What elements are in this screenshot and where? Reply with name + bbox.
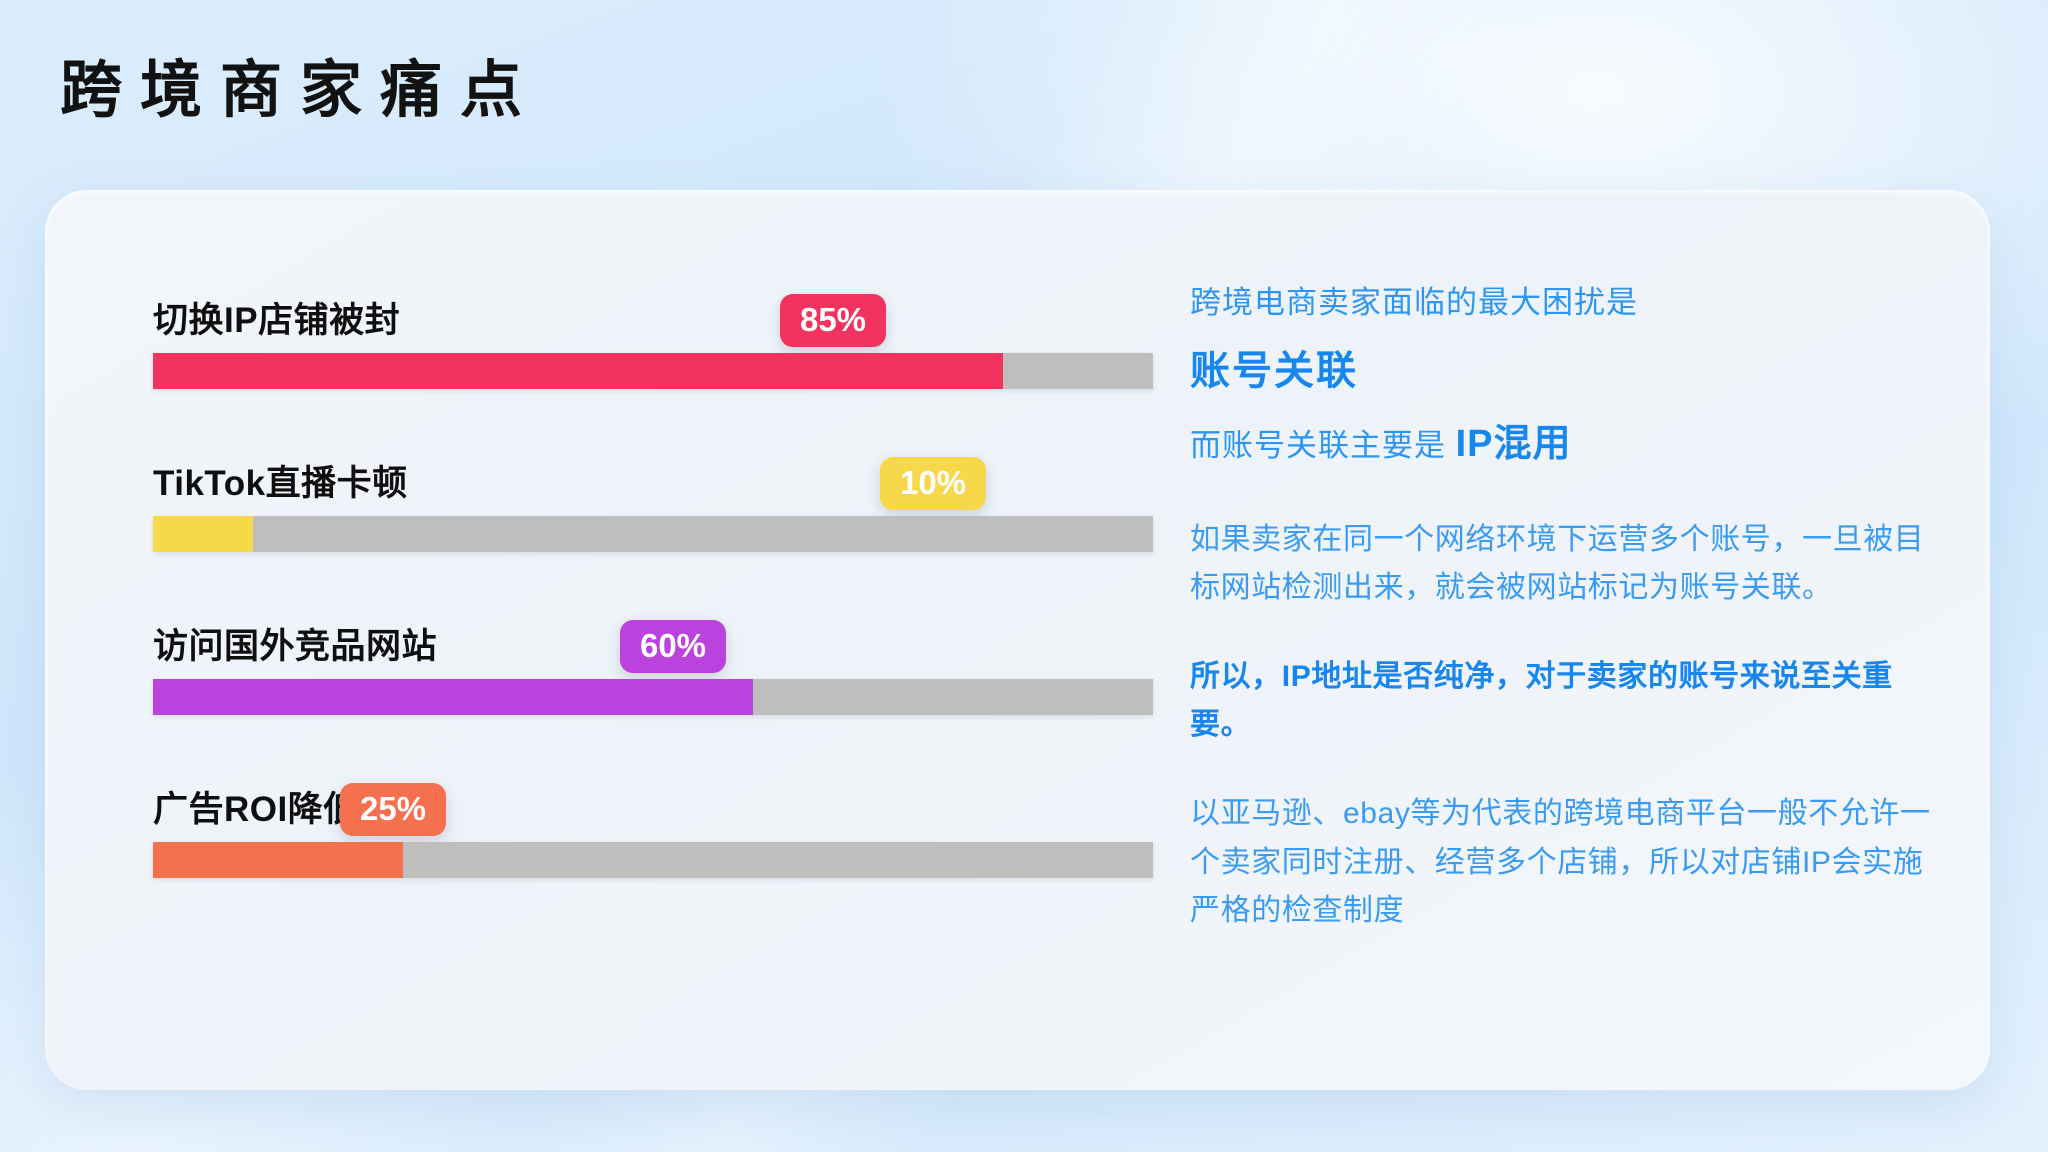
bar-row: TikTok直播卡顿 10% <box>108 428 1168 591</box>
panel-lead-secondary-highlight: IP混用 <box>1455 422 1572 465</box>
bar-fill <box>153 353 1003 389</box>
panel-highlight-heading: 账号关联 <box>1190 348 1358 393</box>
bar-label: 广告ROI降低 <box>153 790 359 829</box>
bar-header: 广告ROI降低 25% <box>108 754 1168 838</box>
bar-track <box>153 842 1153 878</box>
panel-paragraph-2: 所以，IP地址是否纯净，对于卖家的账号来说至关重要。 <box>1190 659 1893 742</box>
content-card: 切换IP店铺被封 85% TikTok直播卡顿 10% 访问国外竞品网站 60% <box>45 190 1990 1090</box>
bar-track <box>153 353 1153 389</box>
bar-row: 访问国外竞品网站 60% <box>108 591 1168 754</box>
panel-lead-secondary-prefix: 而账号关联主要是 <box>1190 427 1446 463</box>
bar-fill <box>153 842 403 878</box>
bar-track <box>153 516 1153 552</box>
panel-lead-text: 跨境电商卖家面临的最大困扰是 <box>1190 285 1638 320</box>
bar-value-badge: 60% <box>619 620 727 673</box>
panel-paragraph-3: 以亚马逊、ebay等为代表的跨境电商平台一般不允许一个卖家同时注册、经营多个店铺… <box>1190 796 1931 928</box>
page-title: 跨境商家痛点 <box>60 56 541 125</box>
bar-header: TikTok直播卡顿 10% <box>108 428 1168 512</box>
bar-label: 访问国外竞品网站 <box>153 627 438 666</box>
bar-label: TikTok直播卡顿 <box>153 464 408 503</box>
bar-value-badge: 85% <box>779 294 887 347</box>
bar-fill <box>153 679 753 715</box>
bar-value-badge: 10% <box>879 457 987 510</box>
bar-label: 切换IP店铺被封 <box>153 301 401 340</box>
panel-paragraph-1: 如果卖家在同一个网络环境下运营多个账号，一旦被目标网站检测出来，就会被网站标记为… <box>1190 522 1925 605</box>
panel-lead-secondary: 而账号关联主要是 IP混用 <box>1190 417 1950 472</box>
pain-point-bar-chart: 切换IP店铺被封 85% TikTok直播卡顿 10% 访问国外竞品网站 60% <box>108 265 1168 1025</box>
bar-track <box>153 679 1153 715</box>
bar-fill <box>153 516 253 552</box>
bar-header: 访问国外竞品网站 60% <box>108 591 1168 675</box>
bar-header: 切换IP店铺被封 85% <box>108 265 1168 349</box>
bar-row: 广告ROI降低 25% <box>108 754 1168 917</box>
bar-row: 切换IP店铺被封 85% <box>108 265 1168 428</box>
bar-value-badge: 25% <box>339 783 447 836</box>
side-explanation-panel: 跨境电商卖家面临的最大困扰是 账号关联 而账号关联主要是 IP混用 如果卖家在同… <box>1190 190 1950 1090</box>
